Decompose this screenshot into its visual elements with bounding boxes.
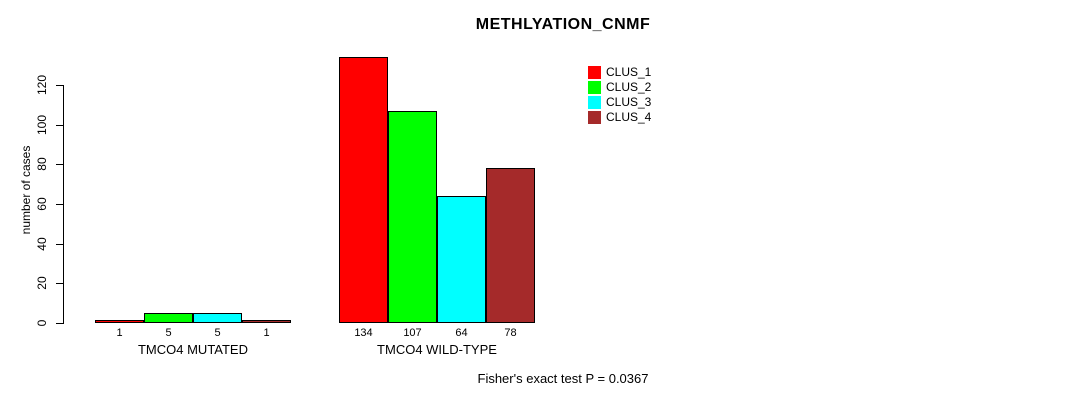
bar-clus_4-group1 <box>242 320 291 323</box>
y-axis-label: number of cases <box>19 145 33 235</box>
bar-clus_2-group1 <box>144 313 193 323</box>
bar-clus_2-group2 <box>388 111 437 323</box>
legend-row-clus_2: CLUS_2 <box>588 81 651 94</box>
bar-value-label: 5 <box>214 327 221 339</box>
legend: CLUS_1 CLUS_2 CLUS_3 CLUS_4 <box>588 66 651 126</box>
y-tick-label: 100 <box>35 114 49 136</box>
bar-value-label: 5 <box>165 327 172 339</box>
bar-clus_4-group2 <box>486 168 535 323</box>
y-tick-label: 20 <box>35 276 49 290</box>
legend-row-clus_4: CLUS_4 <box>588 111 651 124</box>
bar-clus_3-group2 <box>437 196 486 323</box>
legend-swatch-icon <box>588 111 601 124</box>
bar-value-label: 78 <box>504 327 517 339</box>
y-tick-mark <box>56 164 63 165</box>
bar-value-label: 1 <box>116 327 123 339</box>
bar-value-label: 107 <box>403 327 422 339</box>
legend-label: CLUS_4 <box>606 110 652 124</box>
bar-clus_1-group1 <box>95 320 144 323</box>
legend-swatch-icon <box>588 66 601 79</box>
legend-swatch-icon <box>588 81 601 94</box>
bar-clus_3-group1 <box>193 313 242 323</box>
y-tick-label: 40 <box>35 237 49 251</box>
chart-title: METHLYATION_CNMF <box>475 16 651 33</box>
y-tick-label: 120 <box>35 74 49 96</box>
y-tick-label: 60 <box>35 197 49 211</box>
y-tick-mark <box>56 204 63 205</box>
y-tick-mark <box>56 85 63 86</box>
y-tick-mark <box>56 244 63 245</box>
bar-clus_1-group2 <box>339 57 388 323</box>
bar-value-label: 1 <box>263 327 270 339</box>
legend-label: CLUS_1 <box>606 65 652 79</box>
legend-label: CLUS_2 <box>606 80 652 94</box>
y-tick-mark <box>56 125 63 126</box>
y-tick-mark <box>56 283 63 284</box>
y-tick-label: 80 <box>35 157 49 171</box>
legend-row-clus_1: CLUS_1 <box>588 66 651 79</box>
legend-label: CLUS_3 <box>606 95 652 109</box>
y-tick-label: 0 <box>35 319 49 327</box>
fisher-test-annotation: Fisher's exact test P = 0.0367 <box>477 371 649 386</box>
y-axis-line <box>63 85 64 324</box>
legend-swatch-icon <box>588 96 601 109</box>
x-group-label-wildtype: TMCO4 WILD-TYPE <box>377 342 497 357</box>
bar-value-label: 134 <box>354 327 373 339</box>
bar-value-label: 64 <box>455 327 468 339</box>
y-tick-mark <box>56 323 63 324</box>
legend-row-clus_3: CLUS_3 <box>588 96 651 109</box>
x-group-label-mutated: TMCO4 MUTATED <box>137 342 248 357</box>
